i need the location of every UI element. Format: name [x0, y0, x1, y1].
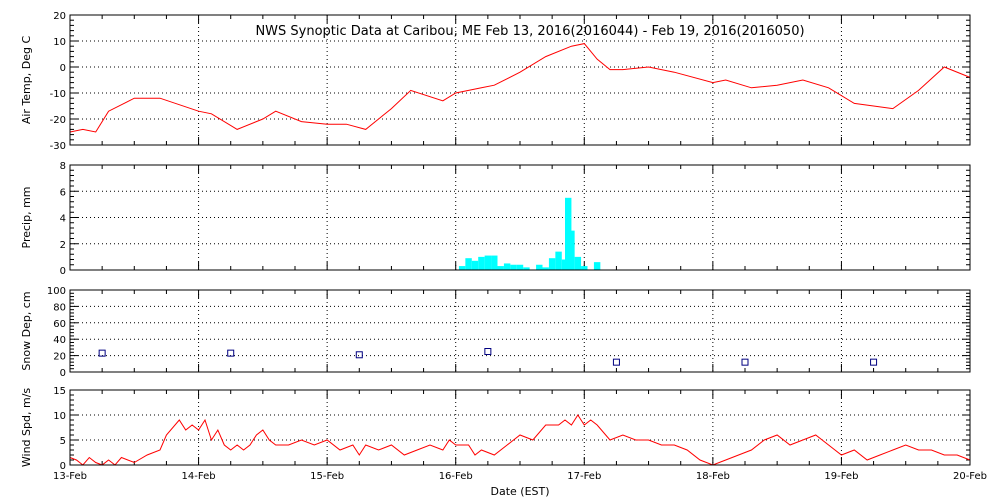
- y-tick-label: 60: [53, 319, 66, 330]
- y-axis-label: Wind Spd, m/s: [20, 388, 33, 468]
- chart-title: NWS Synoptic Data at Caribou, ME Feb 13,…: [255, 24, 804, 39]
- snow-depth-point: [355, 351, 363, 359]
- panel-airtemp: -30 -20 -10 0 10 20 Air Temp, Deg C: [20, 11, 971, 152]
- x-axis-label: Date (EST): [490, 485, 549, 498]
- y-tick-label: 40: [53, 335, 66, 346]
- precip-bar: [471, 260, 479, 270]
- y-tick-label: 2: [60, 240, 66, 251]
- x-tick-label: 14-Feb: [182, 471, 216, 482]
- snow-depth-point: [612, 358, 620, 366]
- precip-bar: [593, 262, 601, 270]
- x-tick-label: 16-Feb: [439, 471, 473, 482]
- snow-depth-point: [98, 349, 106, 357]
- snow-depth-point: [741, 358, 749, 366]
- snow-depth-point: [484, 348, 492, 355]
- precip-bar: [548, 258, 556, 270]
- precip-bar: [478, 256, 485, 270]
- y-tick-label: 0: [60, 266, 66, 277]
- precip-bar: [484, 255, 492, 270]
- y-tick-label: 5: [60, 436, 66, 447]
- snow-depth-point: [227, 349, 235, 357]
- x-tick-label: 13-Feb: [53, 471, 87, 482]
- snow-depth-point: [870, 358, 878, 366]
- series-line-wind: [69, 414, 971, 466]
- y-axis-label: Snow Dep, cm: [20, 291, 33, 370]
- precip-bar: [516, 264, 524, 270]
- precip-bar: [555, 251, 562, 270]
- y-axis-label: Precip, mm: [20, 187, 33, 249]
- y-tick-label: -10: [50, 89, 66, 100]
- precip-bar: [542, 267, 549, 270]
- precip-bar: [497, 266, 504, 270]
- y-axis-label: Air Temp, Deg C: [20, 36, 33, 125]
- precip-bar: [523, 267, 530, 270]
- y-tick-label: 10: [53, 37, 66, 48]
- y-tick-label: 100: [47, 286, 66, 297]
- x-tick-label: 17-Feb: [567, 471, 601, 482]
- x-tick-label: 20-Feb: [953, 471, 987, 482]
- y-tick-label: -30: [50, 141, 66, 152]
- y-tick-label: 20: [53, 352, 66, 363]
- panel-precip: 0 2 4 6 8 Precip, mm: [20, 161, 971, 277]
- x-tick-label: 19-Feb: [824, 471, 858, 482]
- y-tick-label: -20: [50, 115, 66, 126]
- y-tick-label: 20: [53, 11, 66, 22]
- precip-bar: [536, 264, 543, 270]
- y-tick-label: 4: [60, 214, 66, 225]
- y-tick-label: 0: [60, 368, 66, 379]
- y-tick-label: 80: [53, 302, 66, 313]
- precip-bar: [510, 264, 517, 270]
- precip-bar: [568, 230, 575, 270]
- y-tick-label: 8: [60, 161, 66, 172]
- precip-bar: [581, 266, 588, 270]
- y-tick-label: 6: [60, 187, 66, 198]
- panel-wind: 0 5 10 15 Wind Spd, m/s: [20, 386, 971, 472]
- precip-bar: [574, 256, 582, 270]
- precip-bar: [465, 258, 472, 270]
- y-tick-label: 0: [60, 63, 66, 74]
- panel-snowdep: 0 20 40 60 80 100 Snow Dep, cm: [20, 286, 971, 379]
- series-line-airtemp: [69, 43, 971, 133]
- y-tick-label: 0: [60, 461, 66, 472]
- panel-frame: [69, 389, 971, 466]
- panel-frame: [69, 164, 971, 271]
- panel-frame: [69, 14, 971, 146]
- x-tick-label: 18-Feb: [696, 471, 730, 482]
- y-tick-label: 10: [53, 411, 66, 422]
- panel-frame: [69, 289, 971, 373]
- y-tick-label: 15: [53, 386, 66, 397]
- precip-bar: [491, 255, 498, 270]
- precip-bar: [503, 263, 511, 270]
- precip-bar: [458, 266, 466, 270]
- x-tick-label: 15-Feb: [310, 471, 344, 482]
